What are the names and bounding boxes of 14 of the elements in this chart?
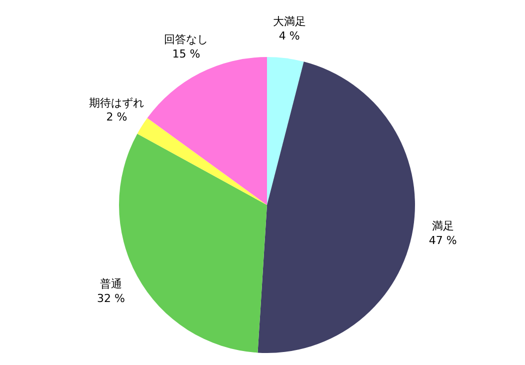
data-label: 2 % — [106, 110, 128, 124]
pie-slice — [267, 57, 304, 205]
pie-slice — [137, 118, 267, 205]
slice-label: 期待はずれ — [89, 96, 144, 110]
slice-label: 普通 — [100, 277, 122, 290]
slice-label: 大満足 — [272, 15, 306, 28]
slice-label: 回答なし — [164, 33, 208, 46]
data-label: 47 % — [428, 234, 457, 247]
pie-slice — [147, 57, 267, 205]
pie-slice — [258, 62, 415, 353]
data-label: 15 % — [172, 47, 200, 60]
data-label: 32 % — [97, 292, 125, 305]
slice-label: 満足 — [432, 220, 454, 233]
data-label: 4 % — [278, 29, 300, 42]
